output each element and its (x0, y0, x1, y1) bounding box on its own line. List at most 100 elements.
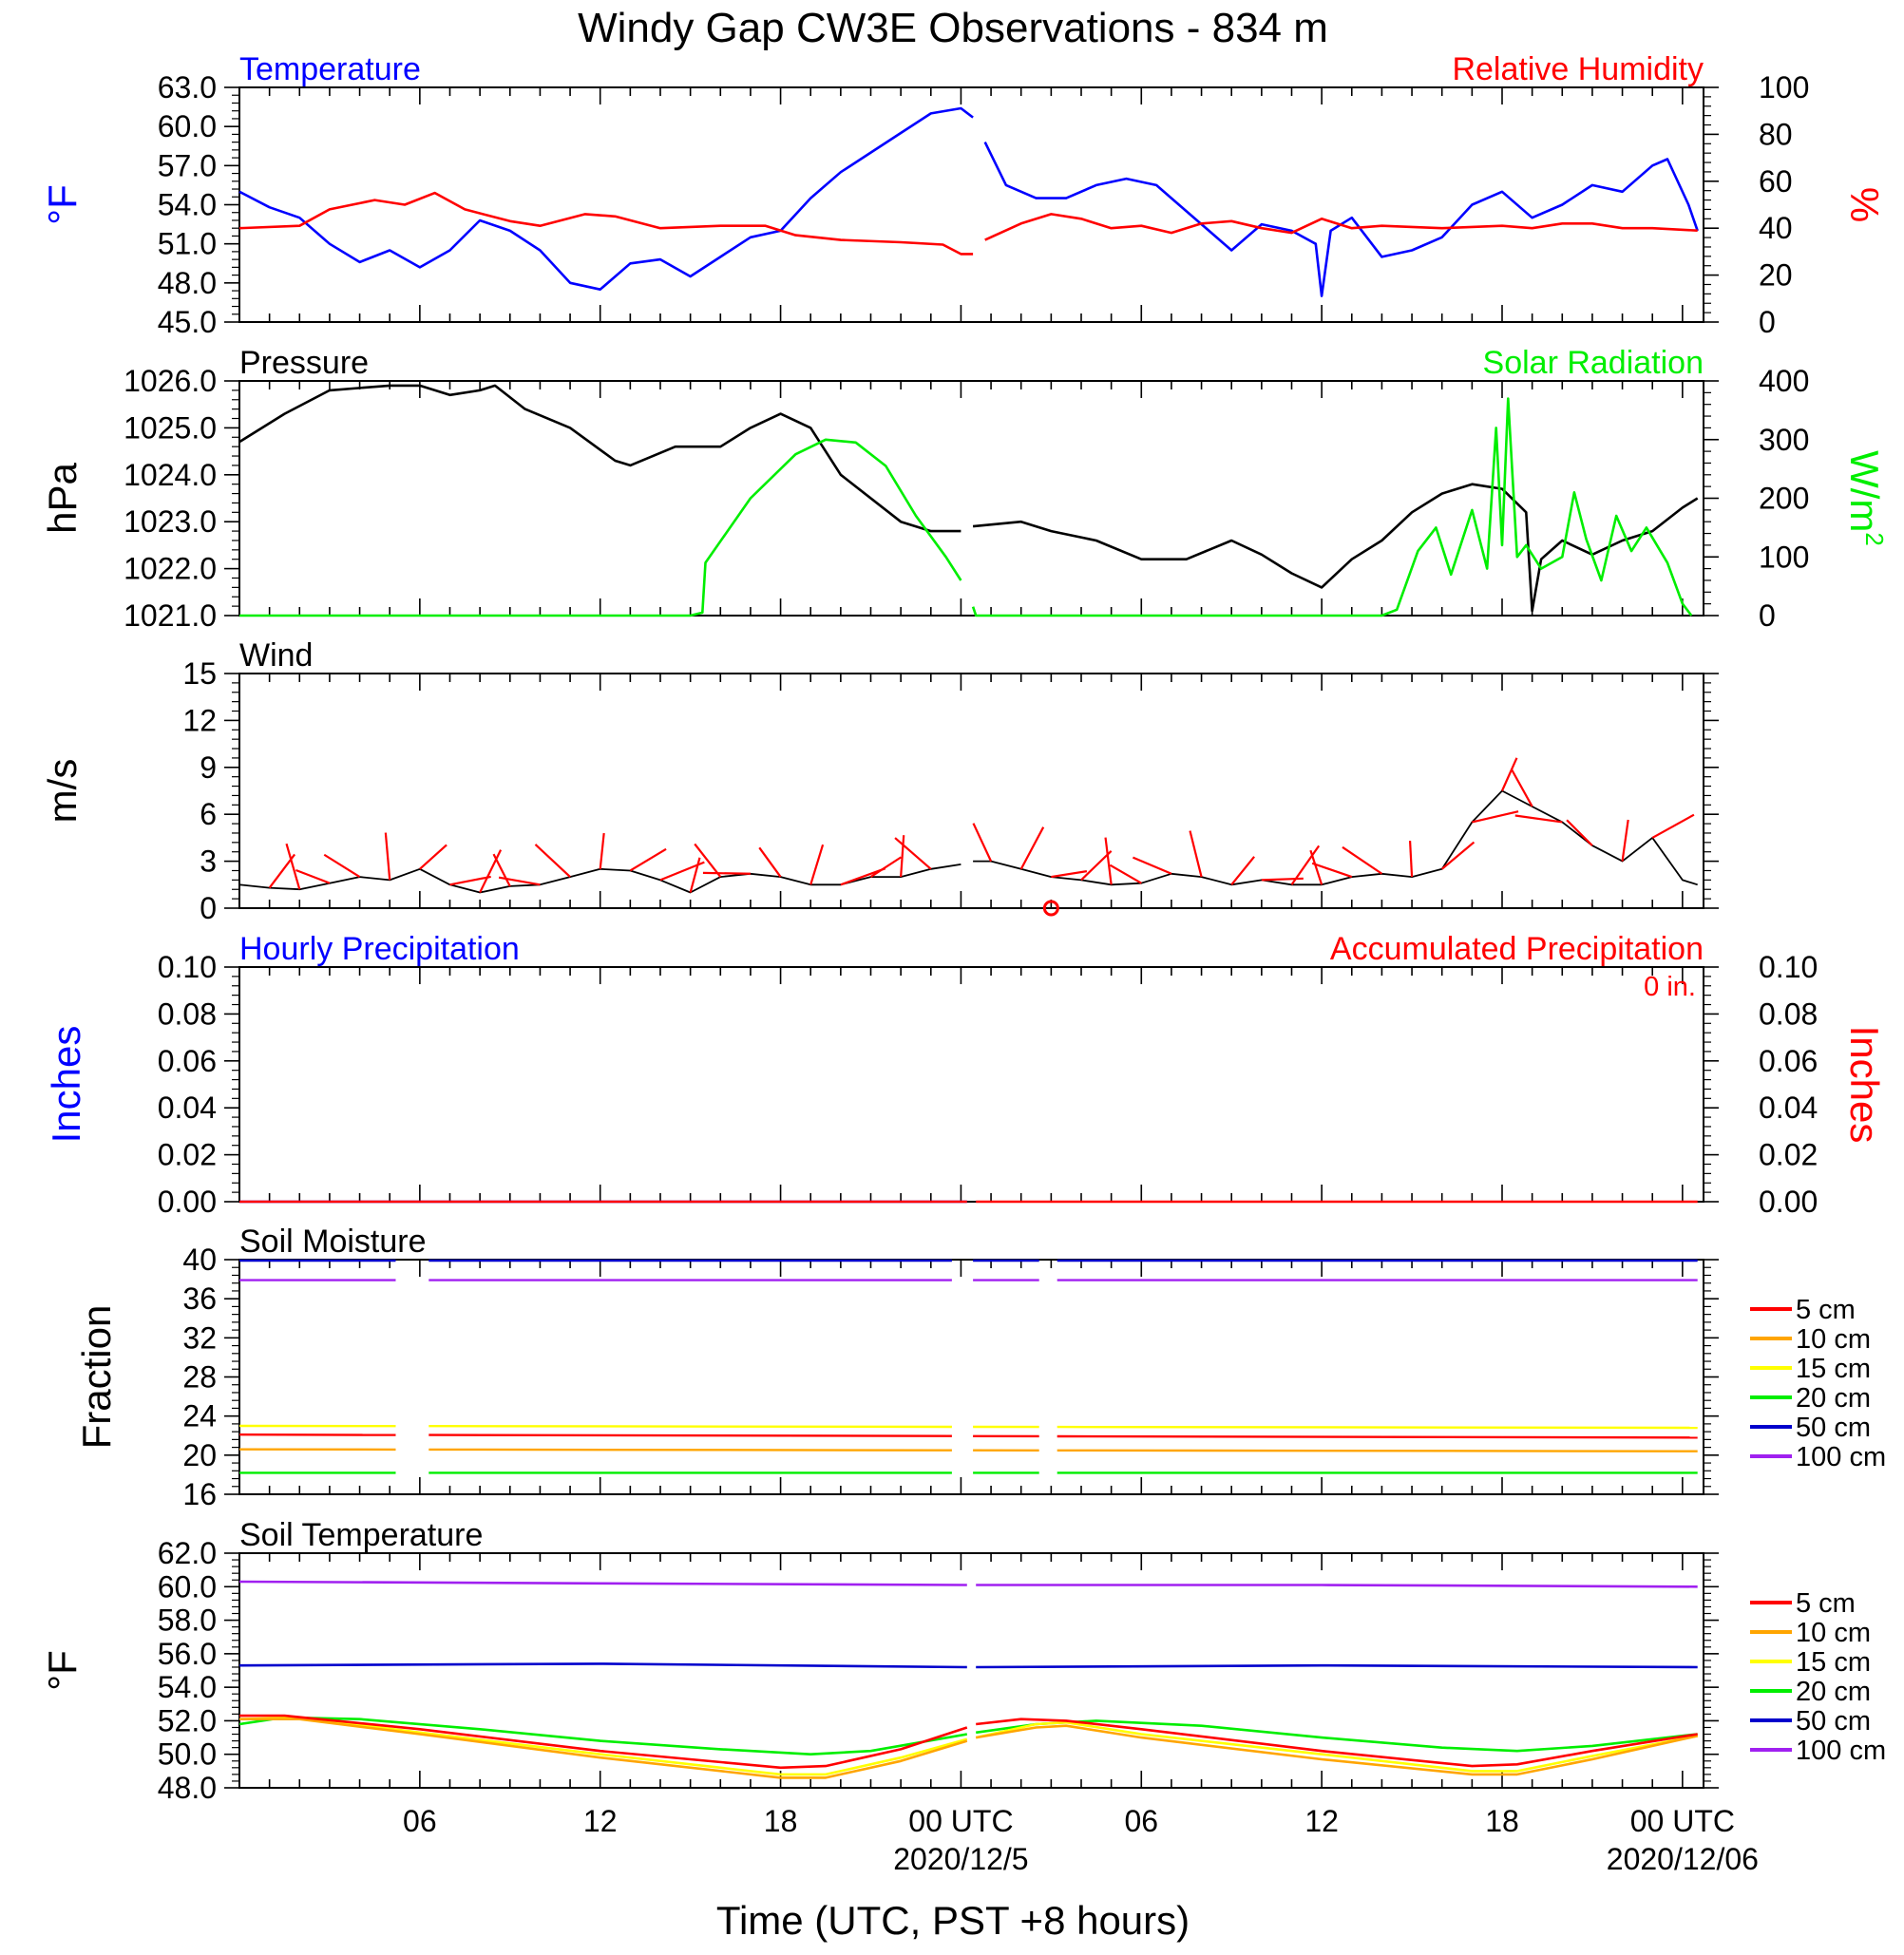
series-line-5cm (1057, 1434, 1698, 1439)
wind-barb (900, 835, 905, 878)
y-tick-label: 0.10 (158, 950, 217, 984)
plot-frame (238, 966, 1704, 1203)
series-line-10cm (1057, 1449, 1698, 1452)
y-right-tick-label: 0 (1759, 305, 1776, 339)
wind-barb (1472, 810, 1519, 824)
wind-barb (1080, 850, 1113, 882)
y-right-tick-label: 0.04 (1759, 1091, 1818, 1125)
wind-barb (809, 844, 825, 885)
series-line-temp_rh-2 (238, 191, 974, 256)
wind-barb (479, 849, 503, 894)
y-tick-label: 60.0 (158, 1569, 217, 1604)
legend-label: 5 cm (1796, 1295, 1856, 1325)
wind-barb (1651, 813, 1695, 839)
wind-barb (285, 843, 301, 890)
series-line-pres_solar-3 (971, 397, 1693, 617)
y-right-tick-label: 60 (1759, 164, 1793, 199)
wind-barb (1342, 845, 1383, 875)
y-tick-label: 15 (182, 656, 217, 691)
y-tick-label: 45.0 (158, 305, 217, 339)
y-right-tick-label: 20 (1759, 258, 1793, 293)
series-line-15cm (1057, 1425, 1698, 1430)
x-tick-label: 12 (1304, 1804, 1339, 1838)
legend-label: 20 cm (1796, 1677, 1871, 1707)
x-tick-label: 18 (764, 1804, 798, 1838)
y-right-tick-label: 0.00 (1759, 1185, 1818, 1219)
y-right-tick-label: 40 (1759, 211, 1793, 245)
y-right-tick-label: 100 (1759, 540, 1809, 574)
y-tick-label: 1022.0 (124, 552, 217, 586)
y-right-tick-label: 0.02 (1759, 1138, 1818, 1172)
x-date-label: 2020/12/06 (1607, 1842, 1759, 1876)
panel-temp_rh: 63.0 60.0 57.0 54.0 51.0 48.0 45.0 100 80 60 40 20 0… (40, 51, 1887, 339)
y-right-tick-label: 200 (1759, 482, 1809, 516)
series-line-100cm (238, 1580, 1698, 1588)
panel-title-right: Relative Humidity (1452, 51, 1704, 87)
y-tick-label: 48.0 (158, 266, 217, 300)
y-tick-label: 60.0 (158, 109, 217, 143)
panel-precip: 0.10 0.08 0.06 0.04 0.02 0.00 0.10 0.08 0.06 0.04… (44, 931, 1887, 1219)
wind-barb (972, 823, 993, 863)
panel-title-right: Accumulated Precipitation (1330, 931, 1704, 967)
series-line-5cm (428, 1433, 952, 1437)
units-superscript: 2 (1860, 532, 1889, 545)
y-right-tick-label: 100 (1759, 70, 1809, 104)
calm-wind-marker (1042, 900, 1059, 917)
y-tick-label: 12 (182, 703, 217, 737)
y-axis-title-right: Inches (1842, 1026, 1887, 1144)
y-tick-label: 54.0 (158, 188, 217, 222)
legend-label: 15 cm (1796, 1647, 1871, 1678)
plot-frame (238, 673, 1704, 909)
legend-label: 20 cm (1796, 1383, 1871, 1414)
wind-barbs (268, 757, 1695, 894)
x-date-label: 2020/12/5 (893, 1842, 1028, 1876)
y-tick-label: 40 (182, 1243, 217, 1277)
legend-label: 100 cm (1796, 1442, 1886, 1472)
wind-barb (1408, 841, 1414, 878)
wind-barb (323, 853, 361, 878)
y-right-tick-label: 0.06 (1759, 1044, 1818, 1078)
wind-barb (1309, 849, 1323, 885)
series-line-50cm (238, 1662, 1698, 1669)
series-line-10cm (239, 1718, 1698, 1779)
wind-barb (449, 875, 491, 886)
wind-barb (384, 832, 391, 881)
y-tick-label: 63.0 (158, 70, 217, 104)
wind-barb (869, 856, 902, 878)
wind-barb (1019, 826, 1045, 870)
x-tick-label: 06 (403, 1804, 437, 1838)
wind-barb (492, 853, 511, 887)
plot-frame (238, 1552, 1704, 1789)
wind-barb (534, 844, 571, 878)
legend-label: 15 cm (1796, 1354, 1871, 1384)
wind-barb (599, 832, 605, 869)
x-tick-label: 18 (1485, 1804, 1519, 1838)
y-tick-label: 36 (182, 1281, 217, 1316)
panel-title-left: Hourly Precipitation (239, 931, 520, 967)
y-right-tick-label: 0.08 (1759, 996, 1818, 1031)
y-tick-label: 0.04 (158, 1091, 217, 1125)
wind-barb (1514, 814, 1563, 824)
legend-label: 50 cm (1796, 1413, 1871, 1443)
y-tick-label: 48.0 (158, 1771, 217, 1805)
legend-label: 50 cm (1796, 1706, 1871, 1737)
y-tick-label: 32 (182, 1320, 217, 1355)
y-tick-label: 0 (200, 891, 217, 925)
wind-barb (1500, 757, 1518, 791)
series-line-pres_solar-0 (238, 384, 962, 533)
x-tick-label: 00 UTC (1630, 1804, 1735, 1838)
wind-barb (758, 846, 782, 878)
series-line-pres_solar-2 (239, 438, 962, 617)
y-tick-label: 1023.0 (124, 504, 217, 539)
series-line-temp_rh-1 (983, 142, 1699, 297)
wind-barb (1109, 864, 1142, 884)
y-tick-label: 56.0 (158, 1637, 217, 1671)
y-axis-title: °F (40, 1650, 85, 1690)
y-tick-label: 24 (182, 1399, 217, 1433)
y-axis-title: hPa (40, 462, 85, 533)
x-tick-label: 12 (583, 1804, 618, 1838)
legend-label: 5 cm (1796, 1588, 1856, 1619)
panel-title-left: Wind (239, 637, 313, 674)
